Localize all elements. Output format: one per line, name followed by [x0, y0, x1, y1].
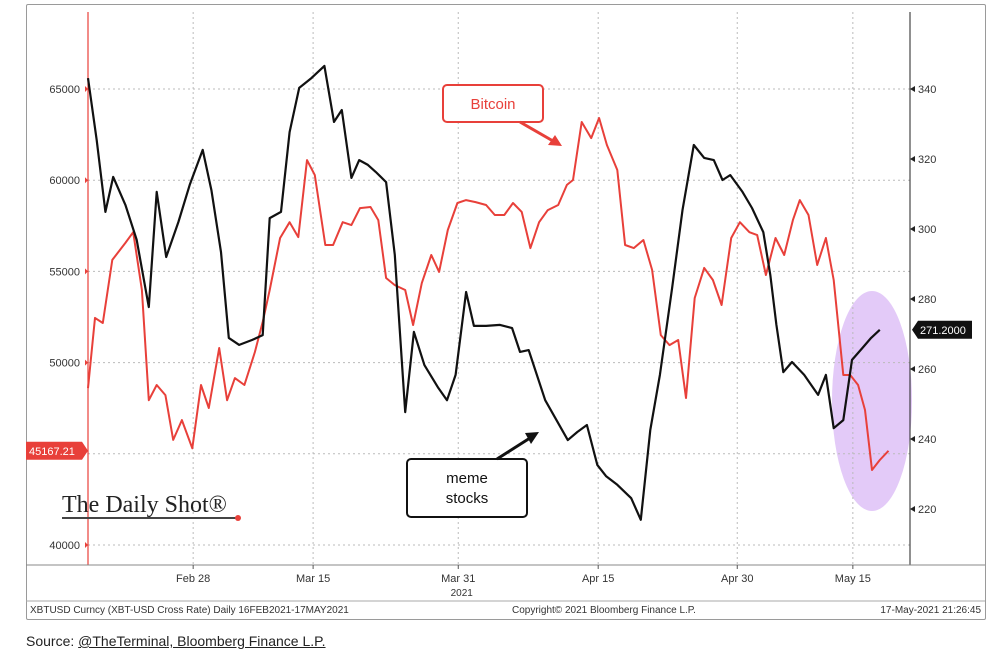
- footer-right: 17-May-2021 21:26:45: [880, 605, 981, 616]
- left-tick-label: 55000: [49, 266, 80, 278]
- highlight-ellipse: [832, 291, 912, 511]
- left-tick-mark: [85, 86, 88, 92]
- right-tick-label: 280: [918, 294, 936, 306]
- x-tick-label: May 15: [835, 573, 871, 585]
- right-tick-label: 320: [918, 154, 936, 166]
- bitcoin-arrow-line: [519, 120, 554, 143]
- bitcoin-label: Bitcoin: [470, 96, 515, 113]
- x-year-label: 2021: [451, 588, 474, 599]
- x-tick-label: Apr 30: [721, 573, 753, 585]
- left-tick-mark: [85, 359, 88, 366]
- left-tick-label: 40000: [49, 540, 80, 552]
- source-prefix: Source:: [26, 633, 79, 649]
- right-tick-mark: [910, 226, 915, 232]
- left-tick-label: 60000: [49, 175, 80, 187]
- left-tick-label: 65000: [49, 84, 80, 96]
- right-tick-label: 260: [918, 364, 936, 376]
- right-tick-label: 240: [918, 434, 936, 446]
- right-tick-mark: [910, 296, 915, 302]
- meme-arrow-head: [525, 432, 539, 444]
- x-tick-label: Feb 28: [176, 573, 210, 585]
- logo: The Daily Shot®: [62, 492, 227, 518]
- x-tick-label: Mar 15: [296, 573, 330, 585]
- left-tick-label: 50000: [49, 358, 80, 370]
- right-tick-label: 340: [918, 84, 936, 96]
- right-tick-label: 300: [918, 224, 936, 236]
- right-tick-mark: [910, 366, 915, 372]
- left-tick-mark: [85, 268, 88, 275]
- source-line: Source: @TheTerminal, Bloomberg Finance …: [26, 633, 326, 649]
- left-tick-mark: [85, 542, 88, 548]
- meme-label-line2: stocks: [446, 490, 489, 507]
- meme-label-line1: meme: [446, 470, 488, 487]
- left-last-value-badge: [26, 441, 88, 460]
- right-tick-mark: [910, 86, 915, 92]
- footer-center: Copyright© 2021 Bloomberg Finance L.P.: [512, 605, 696, 616]
- right-tick-mark: [910, 156, 915, 162]
- chart-frame: [26, 4, 986, 620]
- x-tick-label: Apr 15: [582, 573, 614, 585]
- right-tick-mark: [910, 436, 915, 442]
- series-line-bitcoin: [87, 117, 890, 471]
- logo-dot: [235, 515, 241, 521]
- series-line-meme-stocks: [86, 64, 881, 521]
- left-tick-mark: [85, 177, 88, 184]
- chart: 40000 50000 55000 60000 65000 220 240 260 280 300…: [26, 12, 985, 616]
- meme-arrow-line: [496, 436, 531, 461]
- footer-left: XBTUSD Curncy (XBT-USD Cross Rate) Daily…: [30, 605, 349, 616]
- left-last-value-label: 45167.21: [29, 446, 75, 458]
- meme-label-box: [406, 458, 528, 518]
- x-tick-label: Mar 31: [441, 573, 475, 585]
- right-tick-label: 220: [918, 504, 936, 516]
- bitcoin-label-box: [442, 84, 544, 123]
- right-tick-mark: [910, 506, 915, 512]
- right-last-value-label: 271.2000: [920, 325, 966, 337]
- right-last-value-badge: [912, 320, 972, 339]
- source-link[interactable]: @TheTerminal, Bloomberg Finance L.P.: [78, 633, 326, 649]
- bitcoin-arrow-head: [548, 135, 562, 146]
